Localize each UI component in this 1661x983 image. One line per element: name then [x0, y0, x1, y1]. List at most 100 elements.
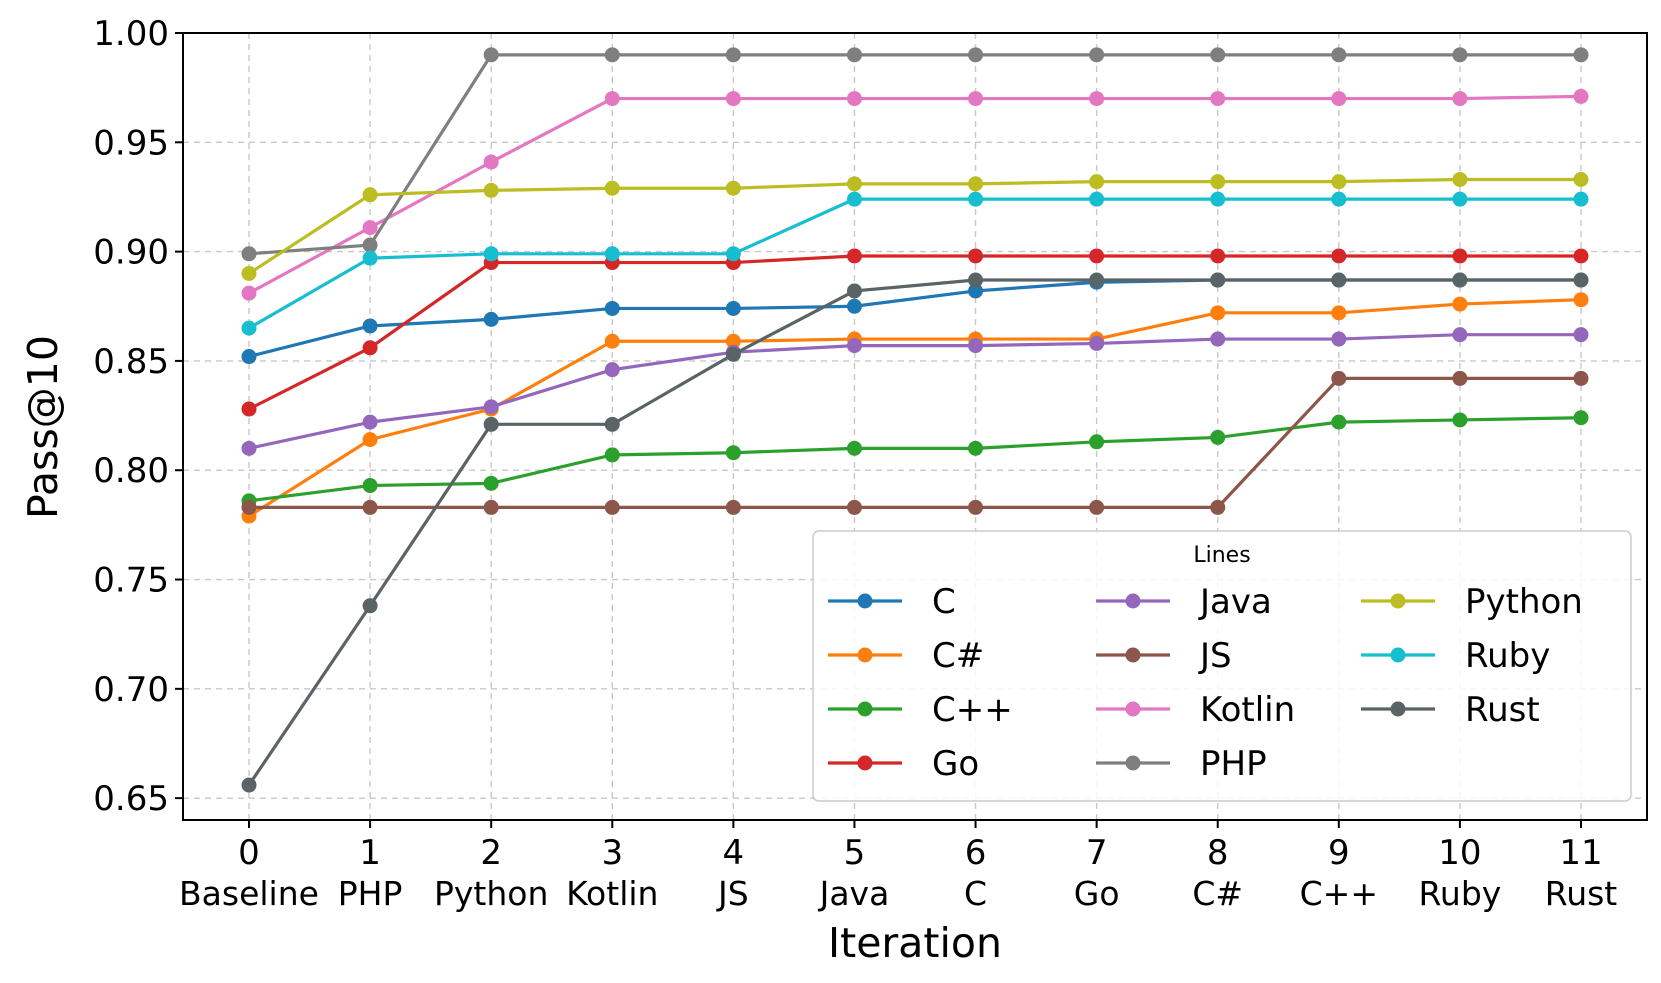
series-line-java	[248, 333, 1581, 450]
x-category-label: Kotlin	[566, 874, 658, 913]
y-tick-label: 0.80	[93, 451, 169, 491]
data-point-python	[1452, 171, 1468, 187]
data-point-ruby	[1331, 191, 1347, 207]
legend-label: Ruby	[1465, 636, 1550, 676]
series-python	[241, 171, 1589, 281]
data-point-java	[1573, 327, 1589, 343]
data-point-cpp	[1452, 412, 1468, 428]
data-point-java	[846, 338, 862, 354]
legend-label: Go	[932, 744, 979, 784]
data-point-c	[725, 300, 741, 316]
legend-label: JS	[1198, 636, 1232, 676]
x-category-label: PHP	[338, 874, 403, 913]
data-point-php	[362, 237, 378, 253]
legend-label: C#	[932, 636, 984, 676]
data-point-c	[968, 283, 984, 299]
x-axis-title: Iteration	[828, 919, 1002, 967]
x-tick-label: 0	[238, 833, 260, 873]
data-point-python	[725, 180, 741, 196]
data-point-js	[1452, 370, 1468, 386]
data-point-kotlin	[1573, 88, 1589, 104]
data-point-php	[1452, 47, 1468, 63]
data-point-python	[1573, 171, 1589, 187]
data-point-ruby	[1210, 191, 1226, 207]
series-line-c-sharp	[248, 298, 1582, 518]
data-point-js	[1210, 499, 1226, 515]
data-point-c	[483, 311, 499, 327]
data-point-rust	[725, 346, 741, 362]
legend-item-go: Go	[828, 744, 979, 784]
data-point-rust	[1331, 272, 1347, 288]
data-point-ruby	[846, 191, 862, 207]
data-point-python	[241, 265, 257, 281]
axes: 0Baseline1PHP2Python3Kotlin4JS5Java6C7Go…	[93, 14, 1617, 913]
data-point-kotlin	[362, 220, 378, 236]
data-point-cpp	[1573, 410, 1589, 426]
series-php	[241, 47, 1589, 262]
data-point-python	[1331, 174, 1347, 190]
y-axis-title: Pass@10	[19, 335, 67, 519]
data-point-cpp	[1089, 434, 1105, 450]
x-tick-label: 9	[1328, 833, 1350, 873]
series-line-go	[248, 254, 1581, 411]
x-tick-label: 5	[844, 833, 866, 873]
data-point-php	[1573, 47, 1589, 63]
data-point-c-sharp	[1210, 305, 1226, 321]
legend-label: Python	[1465, 582, 1583, 622]
plot-area-frame	[182, 32, 1648, 821]
x-tick-label: 8	[1207, 833, 1229, 873]
legend-label: C++	[932, 690, 1013, 730]
data-point-java	[604, 362, 620, 378]
data-point-go	[968, 248, 984, 264]
x-category-label: JS	[716, 874, 749, 913]
legend-item-js: JS	[1096, 636, 1232, 676]
data-point-rust	[846, 283, 862, 299]
data-point-c	[241, 349, 257, 365]
y-tick-label: 0.70	[93, 670, 169, 710]
series-lines	[241, 47, 1589, 793]
data-point-go	[1573, 248, 1589, 264]
legend-swatch-marker	[1390, 593, 1406, 609]
legend-item-kotlin: Kotlin	[1096, 690, 1295, 730]
data-point-rust	[968, 272, 984, 288]
series-line-python	[248, 177, 1581, 275]
x-tick-label: 11	[1559, 833, 1602, 873]
series-c-sharp	[241, 292, 1589, 524]
x-tick-label: 2	[480, 833, 502, 873]
legend-label: Rust	[1465, 690, 1540, 730]
y-tick-label: 0.75	[93, 561, 169, 601]
x-category-label: C++	[1300, 874, 1378, 913]
data-point-c	[604, 300, 620, 316]
legend-swatch-marker	[857, 647, 873, 663]
data-point-rust	[362, 598, 378, 614]
legend-item-php: PHP	[1096, 744, 1267, 784]
data-point-rust	[483, 416, 499, 432]
data-point-c-sharp	[1452, 296, 1468, 312]
series-go	[241, 248, 1589, 417]
series-line-js	[249, 376, 1581, 509]
series-line-rust	[247, 278, 1581, 786]
data-point-kotlin	[968, 91, 984, 107]
data-point-ruby	[241, 320, 257, 336]
data-point-java	[483, 399, 499, 415]
x-category-label: Baseline	[179, 874, 319, 913]
data-point-c-sharp	[362, 432, 378, 448]
data-point-ruby	[1573, 191, 1589, 207]
data-point-php	[1331, 47, 1347, 63]
x-category-label: Java	[818, 874, 890, 913]
data-point-java	[362, 414, 378, 430]
legend-label: PHP	[1200, 744, 1267, 784]
x-category-label: Ruby	[1418, 874, 1501, 913]
data-point-rust	[241, 777, 257, 793]
data-point-rust	[1210, 272, 1226, 288]
data-point-c-sharp	[1573, 292, 1589, 308]
data-point-go	[1331, 248, 1347, 264]
series-kotlin	[241, 88, 1589, 301]
data-point-go	[1452, 248, 1468, 264]
data-point-java	[1331, 331, 1347, 347]
legend-title: Lines	[1193, 543, 1250, 568]
x-tick-label: 10	[1438, 833, 1481, 873]
data-point-php	[241, 246, 257, 262]
data-point-c	[362, 318, 378, 334]
